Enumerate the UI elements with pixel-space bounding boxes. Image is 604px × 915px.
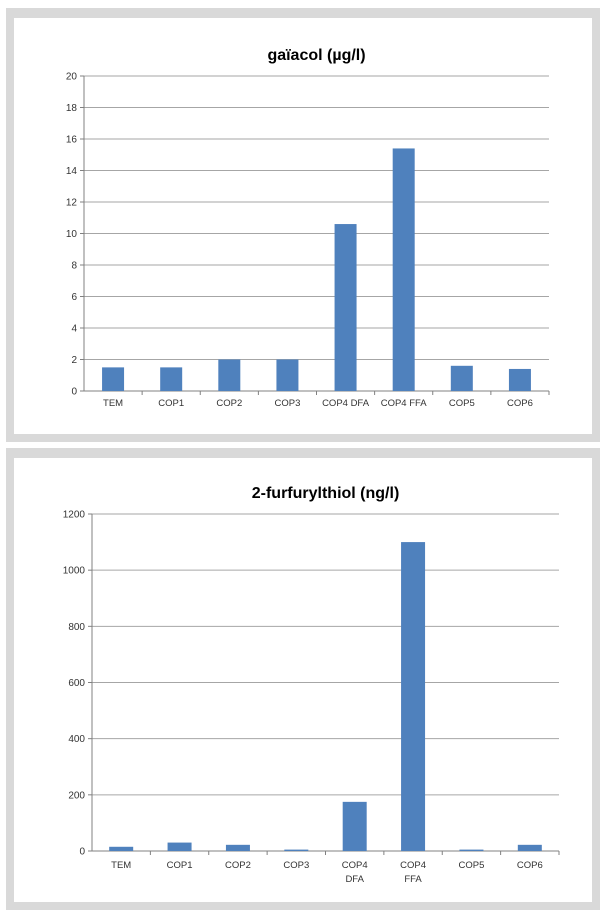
bar — [102, 367, 125, 391]
x-category-label: FFA — [404, 874, 422, 885]
bar — [508, 368, 531, 391]
x-category-label: TEM — [103, 398, 123, 409]
bar — [218, 359, 241, 391]
x-category-label: COP6 — [517, 860, 543, 871]
x-category-label: COP4 — [342, 860, 368, 871]
bar — [284, 849, 309, 851]
x-category-label: COP2 — [216, 398, 242, 409]
chart-area-gaiacol: gaïacol (µg/l) 0 2 4 6 8 10 12 14 16 18 20 TEM COP1 CO… — [14, 18, 592, 434]
x-category-label: COP4 FFA — [381, 398, 428, 409]
x-category-label: COP6 — [507, 398, 533, 409]
bar — [459, 849, 484, 851]
y-tick-label: 12 — [66, 198, 78, 209]
x-category-label: COP3 — [283, 860, 309, 871]
y-tick-label: 0 — [79, 847, 85, 858]
y-tick-label: 1000 — [63, 566, 86, 577]
y-tick-label: 1200 — [63, 510, 86, 521]
y-tick-label: 4 — [71, 324, 77, 335]
bar — [334, 224, 357, 391]
x-category-label: COP3 — [275, 398, 301, 409]
x-category-label: COP2 — [225, 860, 251, 871]
bar-chart-gaiacol: gaïacol (µg/l) 0 2 4 6 8 10 12 14 16 18 20 TEM COP1 CO… — [66, 47, 550, 409]
x-category-label: COP1 — [167, 860, 193, 871]
y-tick-label: 14 — [66, 166, 78, 177]
chart-panel-furfurylthiol: 2-furfurylthiol (ng/l) 0 200 400 600 800 1000 1… — [6, 448, 600, 910]
y-tick-label: 800 — [68, 622, 85, 633]
bar — [392, 148, 415, 391]
bar-chart-furfurylthiol: 2-furfurylthiol (ng/l) 0 200 400 600 800 1000 1… — [63, 485, 560, 885]
x-category-label: COP5 — [459, 860, 485, 871]
chart-area-furfurylthiol: 2-furfurylthiol (ng/l) 0 200 400 600 800 1000 1… — [14, 458, 592, 902]
bar — [160, 367, 183, 391]
y-tick-label: 10 — [66, 229, 78, 240]
y-tick-label: 18 — [66, 103, 78, 114]
x-category-label: COP4 DFA — [322, 398, 370, 409]
bar — [276, 359, 299, 391]
bar — [450, 365, 473, 391]
chart-title: gaïacol (µg/l) — [267, 47, 365, 64]
y-tick-label: 16 — [66, 135, 78, 146]
bar — [342, 801, 367, 851]
y-tick-label: 20 — [66, 72, 78, 83]
x-category-label: DFA — [345, 874, 364, 885]
y-tick-label: 600 — [68, 678, 85, 689]
x-category-label: COP4 — [400, 860, 426, 871]
chart-panel-gaiacol: gaïacol (µg/l) 0 2 4 6 8 10 12 14 16 18 20 TEM COP1 CO… — [6, 8, 600, 442]
bar — [167, 842, 192, 851]
bar — [517, 844, 542, 851]
y-tick-label: 400 — [68, 734, 85, 745]
y-tick-label: 0 — [71, 387, 77, 398]
x-category-label: COP1 — [158, 398, 184, 409]
y-tick-label: 200 — [68, 790, 85, 801]
y-tick-label: 6 — [71, 292, 77, 303]
bar — [401, 542, 426, 851]
x-category-label: COP5 — [449, 398, 475, 409]
y-tick-label: 2 — [71, 355, 77, 366]
x-category-label: TEM — [111, 860, 131, 871]
chart-title: 2-furfurylthiol (ng/l) — [252, 485, 400, 502]
y-tick-label: 8 — [71, 261, 77, 272]
bar — [109, 846, 134, 851]
bar — [225, 844, 250, 851]
